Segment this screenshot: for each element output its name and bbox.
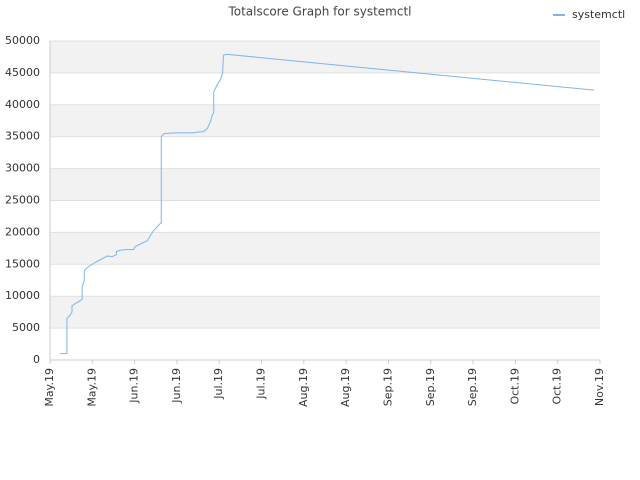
- y-tick-label: 25000: [5, 194, 40, 207]
- x-tick-label: Sep.19: [466, 368, 479, 406]
- x-tick-label: May.19: [43, 368, 56, 407]
- y-tick-label: 50000: [5, 34, 40, 47]
- y-tick-label: 40000: [5, 98, 40, 111]
- y-tick-label: 5000: [12, 321, 40, 334]
- x-tick-label: Jun.19: [128, 368, 141, 404]
- x-tick-label: Oct.19: [551, 368, 564, 405]
- grid-band: [50, 200, 600, 233]
- y-tick-label: 0: [33, 353, 40, 366]
- grid-band: [50, 136, 600, 169]
- legend-label: systemctl: [572, 8, 625, 21]
- grid-band: [50, 168, 600, 201]
- x-tick-label: Nov.19: [593, 368, 606, 406]
- grid-band: [50, 296, 600, 329]
- grid-band: [50, 264, 600, 297]
- grid-band: [50, 72, 600, 105]
- grid-band: [50, 104, 600, 137]
- line-series: [60, 53, 595, 355]
- y-tick-label: 35000: [5, 130, 40, 143]
- x-tick-label: Jun.19: [170, 368, 183, 404]
- y-tick-label: 10000: [5, 289, 40, 302]
- grid-band: [50, 41, 600, 73]
- y-tick-label: 15000: [5, 257, 40, 270]
- x-tick-label: May.19: [85, 368, 98, 407]
- x-tick-label: Sep.19: [381, 368, 394, 406]
- grid-band: [50, 328, 600, 360]
- x-tick-label: Sep.19: [424, 368, 437, 406]
- x-tick-label: Aug.19: [297, 368, 310, 407]
- x-tick-label: Jul.19: [255, 368, 268, 400]
- x-tick-label: Oct.19: [508, 368, 521, 405]
- y-tick-label: 45000: [5, 66, 40, 79]
- chart-title: Totalscore Graph for systemctl: [227, 5, 411, 19]
- y-tick-label: 20000: [5, 225, 40, 238]
- x-tick-label: Aug.19: [339, 368, 352, 407]
- x-tick-label: Jul.19: [212, 368, 225, 400]
- grid-band: [50, 232, 600, 265]
- y-tick-label: 30000: [5, 162, 40, 175]
